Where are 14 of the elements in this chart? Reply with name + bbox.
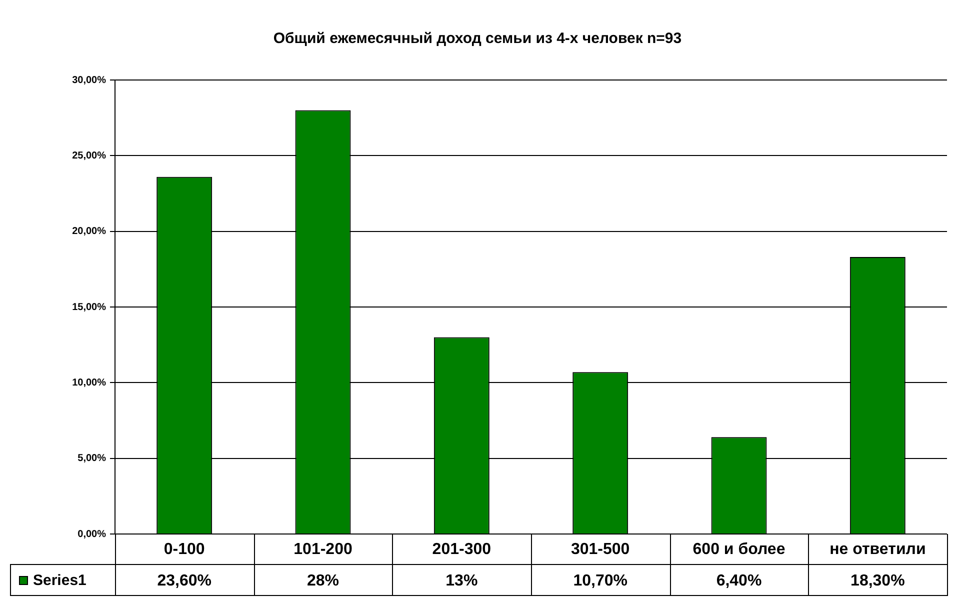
y-tick-label: 15,00% [72, 302, 106, 313]
x-tick-label: не ответили [830, 541, 926, 558]
x-tick-label: 201-300 [432, 541, 492, 558]
y-tick-label: 0,00% [78, 528, 106, 540]
y-tick-label: 10,00% [72, 377, 106, 388]
y-tick-label: 30,00% [72, 74, 106, 86]
x-tick-label: 301-500 [570, 541, 630, 558]
x-tick-label: 101-200 [294, 541, 352, 558]
y-tick-label: 5,00% [78, 453, 106, 464]
chart-title: Общий ежемесячный доход семьи из 4-х человек n=93 [273, 30, 682, 48]
y-tick-label: 25,00% [72, 150, 106, 162]
y-tick-label: 20,00% [72, 226, 106, 238]
x-tick-label: 0-100 [164, 541, 205, 558]
x-tick-label: 600 и более [692, 541, 786, 558]
